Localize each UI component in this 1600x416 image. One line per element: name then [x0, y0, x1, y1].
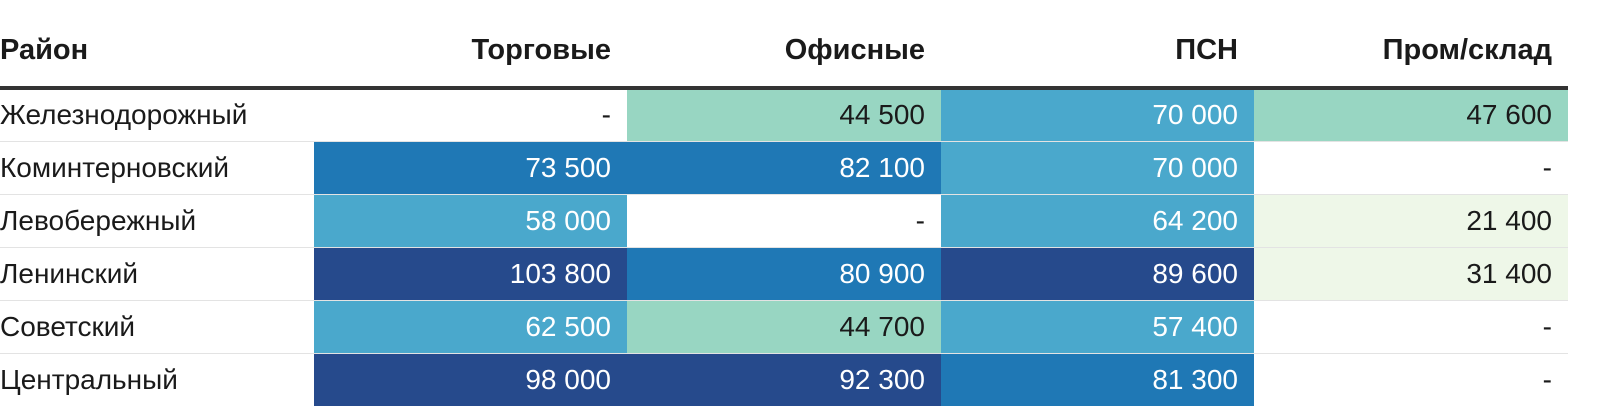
district-name-cell: Советский — [0, 300, 314, 354]
heatmap-cell-retail: 103 800 — [314, 247, 627, 301]
heatmap-cell-psn: 89 600 — [941, 247, 1254, 301]
heatmap-table-container: Район Торговые Офисные ПСН Пром/склад Же… — [0, 0, 1568, 406]
district-name-cell: Центральный — [0, 353, 314, 406]
heatmap-cell-office: 92 300 — [627, 353, 941, 406]
heatmap-cell-retail: 73 500 — [314, 141, 627, 195]
heatmap-cell-industrial-warehouse: - — [1254, 141, 1568, 195]
table-row: Центральный 98 000 92 300 81 300- — [0, 353, 1568, 406]
heatmap-cell-office: 44 700 — [627, 300, 941, 354]
heatmap-cell-psn: 64 200 — [941, 194, 1254, 248]
district-name-cell: Коминтерновский — [0, 141, 314, 195]
table-row: Железнодорожный -44 500 70 000 47 600 — [0, 88, 1568, 142]
column-header-retail: Торговые — [314, 0, 627, 90]
heatmap-cell-office: 44 500 — [627, 88, 941, 142]
heatmap-cell-office: 82 100 — [627, 141, 941, 195]
heatmap-cell-industrial-warehouse: 47 600 — [1254, 88, 1568, 142]
heatmap-cell-retail: - — [314, 88, 627, 142]
heatmap-table: Район Торговые Офисные ПСН Пром/склад Же… — [0, 0, 1568, 406]
heatmap-cell-retail: 58 000 — [314, 194, 627, 248]
heatmap-cell-office: - — [627, 194, 941, 248]
heatmap-cell-industrial-warehouse: - — [1254, 353, 1568, 406]
heatmap-cell-industrial-warehouse: - — [1254, 300, 1568, 354]
table-row: Левобережный 58 000-64 200 21 400 — [0, 194, 1568, 248]
table-row: Ленинский 103 800 80 900 89 600 31 400 — [0, 247, 1568, 301]
table-row: Советский 62 500 44 700 57 400- — [0, 300, 1568, 354]
column-header-office: Офисные — [627, 0, 941, 90]
column-header-industrial-warehouse: Пром/склад — [1254, 0, 1568, 90]
table-row: Коминтерновский 73 500 82 100 70 000- — [0, 141, 1568, 195]
column-header-district: Район — [0, 0, 314, 90]
heatmap-cell-retail: 62 500 — [314, 300, 627, 354]
heatmap-cell-retail: 98 000 — [314, 353, 627, 406]
table-body: Железнодорожный -44 500 70 000 47 600 Коминт… — [0, 88, 1568, 406]
heatmap-cell-psn: 70 000 — [941, 141, 1254, 195]
header-row: Район Торговые Офисные ПСН Пром/склад — [0, 0, 1568, 90]
heatmap-cell-industrial-warehouse: 21 400 — [1254, 194, 1568, 248]
heatmap-cell-office: 80 900 — [627, 247, 941, 301]
heatmap-cell-psn: 57 400 — [941, 300, 1254, 354]
table-header: Район Торговые Офисные ПСН Пром/склад — [0, 0, 1568, 90]
heatmap-cell-psn: 70 000 — [941, 88, 1254, 142]
heatmap-cell-industrial-warehouse: 31 400 — [1254, 247, 1568, 301]
column-header-psn: ПСН — [941, 0, 1254, 90]
district-name-cell: Ленинский — [0, 247, 314, 301]
heatmap-cell-psn: 81 300 — [941, 353, 1254, 406]
district-name-cell: Левобережный — [0, 194, 314, 248]
district-name-cell: Железнодорожный — [0, 88, 314, 142]
